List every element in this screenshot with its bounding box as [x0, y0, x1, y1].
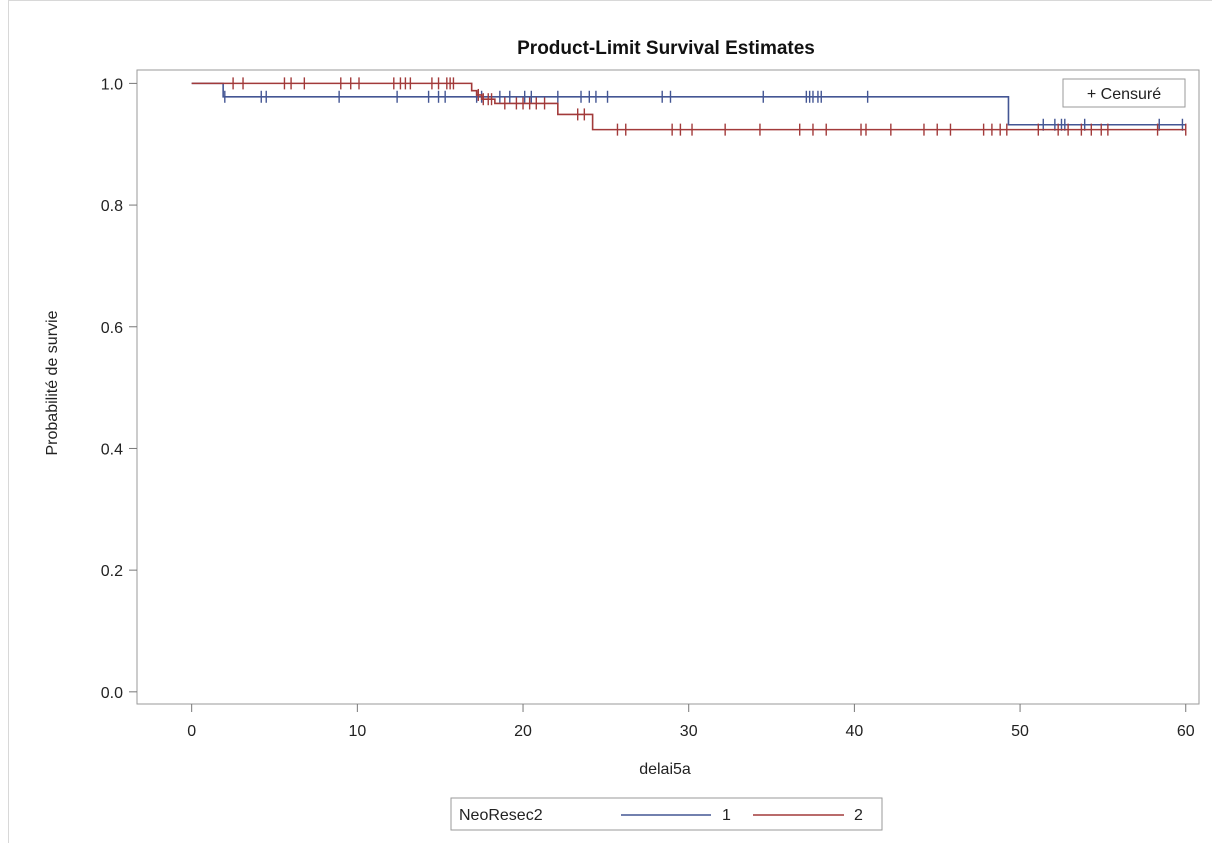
survival-curve-2 [191, 82, 1186, 131]
x-axis: 0 10 20 30 40 50 60 [187, 704, 1195, 740]
x-axis-label: delai5a [639, 761, 691, 778]
plot-area [136, 69, 1200, 705]
y-tick-label: 0.0 [101, 685, 123, 702]
x-tick-label: 20 [514, 723, 532, 740]
legend-label-series-1: 1 [722, 807, 731, 824]
chart-frame: Product-Limit Survival Estimates 0.0 0.2 0… [8, 0, 1212, 843]
series-layer [191, 77, 1187, 136]
y-tick-label: 0.4 [101, 441, 123, 458]
x-tick-label: 0 [187, 723, 196, 740]
series-2 [191, 77, 1187, 136]
y-tick-label: 0.8 [101, 198, 123, 215]
y-axis-label: Probabilité de survie [44, 310, 61, 455]
y-tick-label: 0.6 [101, 320, 123, 337]
legend-label-series-2: 2 [854, 807, 863, 824]
series-legend: NeoResec2 1 2 [450, 797, 883, 831]
x-tick-label: 10 [348, 723, 366, 740]
chart-title: Product-Limit Survival Estimates [517, 38, 815, 59]
censored-legend-label: + Censuré [1087, 86, 1161, 103]
censored-legend: + Censuré [1062, 78, 1186, 108]
y-tick-label: 1.0 [101, 76, 123, 93]
x-tick-label: 50 [1011, 723, 1029, 740]
legend-title: NeoResec2 [459, 807, 543, 824]
survival-chart: Product-Limit Survival Estimates 0.00.20… [44, 38, 1200, 831]
x-tick-label: 60 [1177, 723, 1195, 740]
y-tick-label: 0.2 [101, 563, 123, 580]
y-axis: 0.0 0.2 0.4 0.6 0.8 1.0 [101, 76, 137, 702]
x-tick-label: 40 [845, 723, 863, 740]
x-tick-label: 30 [680, 723, 698, 740]
